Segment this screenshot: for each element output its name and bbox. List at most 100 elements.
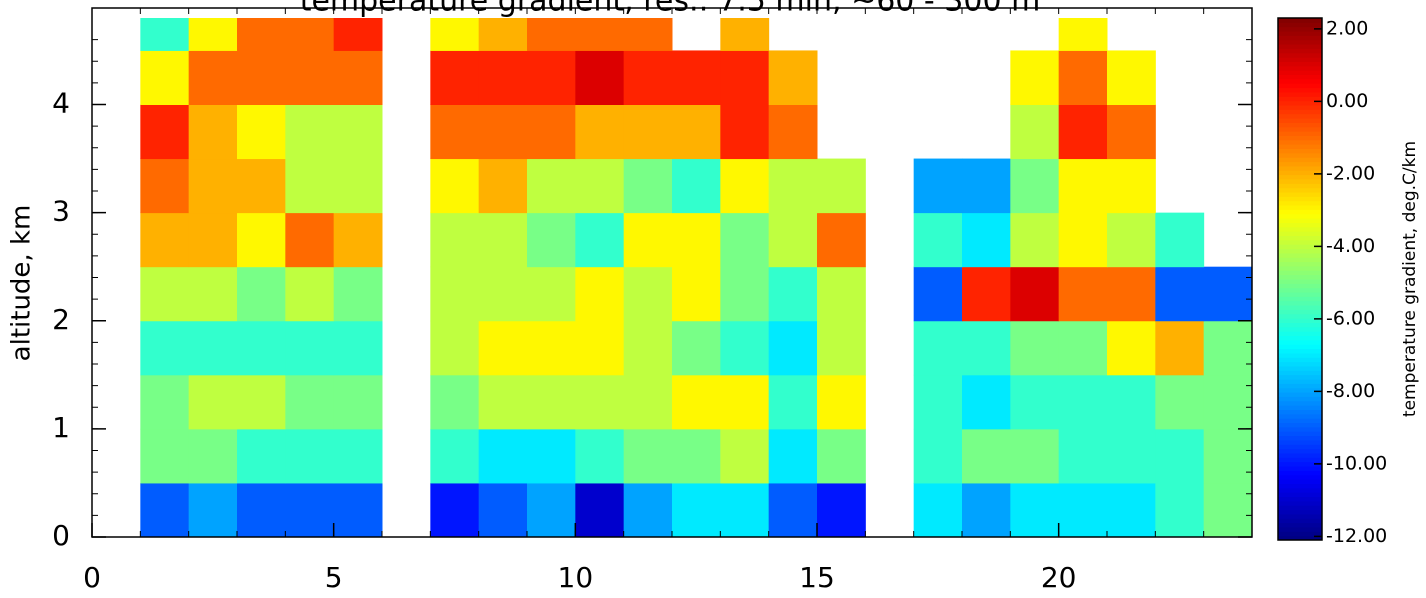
colorbar-step [1278, 183, 1322, 189]
colorbar-step [1278, 157, 1322, 163]
colorbar-step [1278, 400, 1322, 406]
colorbar-step [1278, 448, 1322, 454]
heat-cell [1155, 266, 1205, 322]
colorbar-step [1278, 83, 1322, 89]
colorbar-step [1278, 48, 1322, 54]
colorbar-step [1278, 44, 1322, 49]
colorbar-step [1278, 139, 1322, 145]
heat-cell [575, 266, 625, 322]
heat-cell [188, 158, 238, 214]
colorbar-step [1278, 78, 1322, 84]
colorbar-step [1278, 52, 1322, 58]
heat-cell [527, 50, 576, 105]
heat-cell [575, 374, 625, 430]
heat-cell [1203, 428, 1253, 484]
colorbar-step [1278, 426, 1322, 432]
colorbar-step [1278, 318, 1322, 323]
heat-cell [478, 374, 528, 430]
colorbar-step [1278, 279, 1322, 284]
colorbar-step [1278, 135, 1322, 141]
heat-cell [478, 266, 528, 322]
heat-cell [623, 50, 673, 105]
heat-cell [333, 266, 383, 322]
heat-cell [768, 320, 818, 376]
heat-cell [913, 320, 963, 376]
colorbar-step [1278, 292, 1322, 297]
heat-cell [623, 158, 673, 214]
colorbar-step [1278, 344, 1322, 350]
heat-cell [672, 104, 721, 160]
colorbar-tick-label: -2.00 [1326, 162, 1375, 184]
colorbar-step [1278, 461, 1322, 467]
heat-cell [188, 320, 238, 376]
colorbar-step [1278, 483, 1322, 489]
colorbar-step [1278, 26, 1322, 32]
heat-cell [672, 428, 721, 484]
heat-cell [1058, 374, 1108, 430]
heat-cell [333, 374, 383, 430]
heat-cell [817, 482, 866, 538]
heat-cell [285, 482, 335, 538]
colorbar-step [1278, 487, 1322, 493]
heat-cell [623, 482, 673, 538]
colorbar-step [1278, 457, 1322, 463]
colorbar-step [1278, 405, 1322, 410]
x-tick-label: 5 [325, 561, 343, 594]
heat-cell [720, 212, 770, 268]
heat-cell [720, 266, 770, 322]
heat-cell [478, 50, 528, 105]
heat-cell [140, 266, 190, 322]
colorbar-step [1278, 113, 1322, 119]
heat-cell [333, 50, 383, 105]
colorbar-step [1278, 492, 1322, 497]
heat-cell [1058, 482, 1108, 538]
colorbar-step [1278, 348, 1322, 354]
heat-cell [237, 320, 286, 376]
colorbar-label: temperature gradient, deg.C/km [1400, 141, 1420, 417]
heat-cell [1058, 158, 1108, 214]
heat-cell [962, 428, 1011, 484]
heat-cell [237, 158, 286, 214]
heat-cell [817, 428, 866, 484]
heat-cell [720, 482, 770, 538]
colorbar-step [1278, 222, 1322, 228]
heat-cell [768, 482, 818, 538]
heat-cell [720, 428, 770, 484]
y-tick-label: 3 [52, 195, 70, 228]
heat-cell [1010, 158, 1060, 214]
x-tick-label: 20 [1041, 561, 1077, 594]
colorbar-step [1278, 126, 1322, 132]
heat-cell [623, 266, 673, 322]
heat-cell [188, 18, 238, 51]
heat-cell [672, 158, 721, 214]
heat-cell [478, 212, 528, 268]
colorbar-tick-label: 0.00 [1326, 90, 1368, 112]
colorbar-step [1278, 74, 1322, 80]
colorbar-step [1278, 65, 1322, 71]
colorbar-step [1278, 244, 1322, 250]
heat-cell [188, 374, 238, 430]
heat-cell [1203, 374, 1253, 430]
colorbar-step [1278, 87, 1322, 93]
heat-cell [1058, 18, 1108, 51]
heat-cell [478, 18, 528, 51]
heat-cell [1155, 320, 1205, 376]
heat-cell [285, 18, 335, 51]
heat-cell [575, 320, 625, 376]
colorbar-step [1278, 105, 1322, 110]
colorbar-step [1278, 248, 1322, 254]
colorbar-step [1278, 313, 1322, 319]
heat-cell [623, 212, 673, 268]
colorbar-step [1278, 413, 1322, 419]
colorbar-step [1278, 379, 1322, 384]
heat-cell [1155, 428, 1205, 484]
heat-cell [527, 212, 576, 268]
heat-cell [527, 158, 576, 214]
colorbar-step [1278, 435, 1322, 441]
heat-cell [430, 266, 480, 322]
heat-cell [527, 266, 576, 322]
heat-cell [1010, 320, 1060, 376]
colorbar-step [1278, 161, 1322, 167]
colorbar-step [1278, 96, 1322, 102]
